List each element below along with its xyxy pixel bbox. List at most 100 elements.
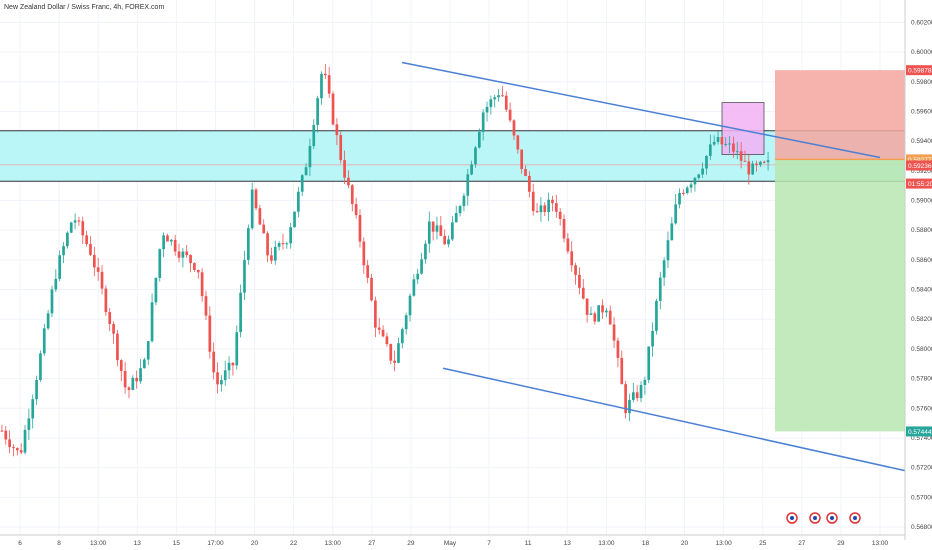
candle-body [266,233,269,256]
candle-body [531,191,535,212]
candle-body [762,161,766,163]
time-tick-label: 13 [564,540,572,547]
candle-body [73,220,77,223]
stop-loss-zone [775,70,905,160]
candle-body [185,251,189,256]
candle-body [158,249,162,278]
candle-body [427,221,431,244]
candle-body [4,430,8,440]
candle-body [639,384,643,399]
candle-body [270,255,273,261]
time-tick-label: 15 [173,540,181,547]
time-tick-label: 22 [290,540,298,547]
time-tick-label: 29 [407,540,415,547]
candle-body [481,112,485,132]
candle-body [524,169,527,176]
candle-body [212,351,216,373]
price-flag [906,154,932,165]
candle-body [593,313,597,322]
candle-body [385,336,389,345]
candle-body [166,235,169,242]
candle-body [735,151,739,153]
channel-lower-line [442,367,906,472]
candle-body [362,241,366,266]
candle-body [554,203,558,212]
time-tick-label: 13:00 [715,540,732,547]
candle-body [81,221,85,236]
candle-body [77,220,81,222]
candle-body [189,255,192,264]
candle-body [720,137,724,145]
candle-body [8,439,11,448]
candle-body [608,310,612,325]
candle-body [393,360,396,363]
highlight-box [721,102,765,155]
candle-body [350,185,354,205]
time-tick-label: 13:00 [598,540,615,547]
channel-upper-line [401,61,881,159]
candle-body [258,208,262,225]
price-flag-label: 0.59277 [908,157,932,164]
candle-body [277,243,281,247]
candle-body [143,359,146,369]
candle-body [651,330,654,347]
candle-body [424,243,427,260]
candle-body [539,205,543,213]
time-tick-label: 13:00 [872,540,889,547]
candle-body [508,109,512,121]
candle-body [123,370,127,388]
candle-body [570,251,574,266]
candle-body [347,177,350,186]
candle-body [85,235,88,244]
candle-body [262,224,266,234]
candle-body [389,344,393,361]
candle-body [304,167,308,176]
candle-body [635,392,639,399]
candle-body [732,143,735,152]
candle-body [628,399,631,414]
candle-body [585,298,589,315]
time-tick-label: 27 [798,540,806,547]
supply-zone [0,130,905,182]
candle-body [116,333,119,361]
candle-body [254,189,258,209]
candle-body [512,120,516,136]
price-flag [906,178,932,189]
candle-body [69,222,73,233]
candle-body [581,287,585,299]
price-flag-label: 0.57444 [908,429,932,436]
candle-body [578,274,581,288]
candle-body [343,160,346,178]
candle-body [543,205,547,213]
candle-body [724,143,728,145]
time-tick-label: 18 [642,540,650,547]
candle-body [712,141,716,145]
candle-body [312,124,316,147]
candle-body [547,199,550,213]
candle-body [316,98,319,125]
candle-body [112,323,115,334]
candle-body [89,243,92,255]
price-flag [906,160,932,171]
candle-body [281,243,285,245]
candle-body [435,225,439,232]
candle-body [27,418,31,430]
candle-body [612,324,616,341]
candle-body [397,343,400,363]
candle-body [35,380,38,400]
candle-body [196,269,200,273]
candle-body [139,368,142,382]
price-flag-label: 0.59236 [908,163,932,170]
candle-body [146,341,150,360]
candle-body [447,239,450,245]
candle-body [751,163,755,175]
candle-body [293,211,296,228]
time-tick-label: 20 [251,540,259,547]
